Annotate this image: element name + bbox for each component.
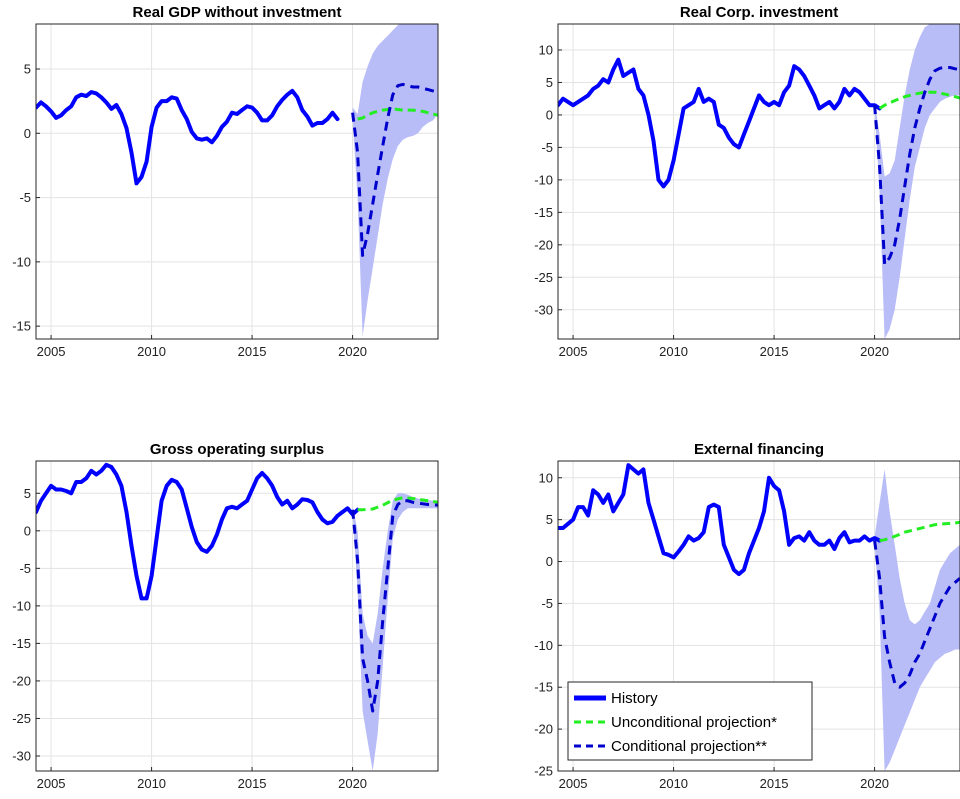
plot-area [558,24,960,339]
x-tick-label: 2005 [37,776,66,791]
panel-real-gdp-without-investment: Real GDP without investment 2005 2010 2015… [12,4,439,359]
panel-title: Gross operating surplus [150,441,324,458]
y-tick-label: 10 [539,42,553,57]
series-history [36,462,360,601]
axes-frame [557,460,960,772]
panel-title: Real GDP without investment [133,4,342,21]
series-conditional-projection [351,499,438,713]
series-unconditional-projection [357,496,438,512]
y-tick-label: -10 [12,598,31,613]
series-history [558,57,882,189]
y-tick-label: -15 [534,680,553,695]
y-tick-label: -30 [12,748,31,763]
series-unconditional-projection [878,90,960,110]
y-tick-label: 0 [24,523,31,538]
confidence-band [874,24,960,339]
y-tick-label: 5 [546,512,553,527]
plot-area [36,462,438,771]
legend-label-history: History [611,690,658,707]
x-tick-label: 2005 [559,776,588,791]
y-tick-label: 5 [24,62,31,77]
x-tick-label: 2015 [238,776,267,791]
y-tick-label: -20 [534,722,553,737]
y-tick-label: -5 [541,140,553,155]
y-tick-label: 0 [546,107,553,122]
x-tick-label: 2020 [860,344,889,359]
series-unconditional-projection [357,107,438,121]
confidence-band [352,493,438,771]
x-tick-label: 2015 [760,344,789,359]
y-tick-label: -10 [534,172,553,187]
axes-frame [557,23,960,340]
x-tick-label: 2010 [659,344,688,359]
y-tick-label: -15 [534,205,553,220]
x-tick-label: 2005 [37,344,66,359]
panel-title: Real Corp. investment [680,4,838,21]
x-tick-label: 2020 [338,344,367,359]
confidence-band [352,24,438,337]
plot-area [558,463,960,771]
x-tick-label: 2005 [559,344,588,359]
series-unconditional-projection [879,520,960,543]
series-conditional-projection [873,540,960,689]
y-tick-label: 0 [546,554,553,569]
legend-box [567,681,813,761]
y-tick-label: -5 [541,596,553,611]
panel-external-financing: External financing 2005 2010 2015 2020 10 5 0 -… [534,441,960,791]
y-tick-label: -15 [12,319,31,334]
y-tick-label: -25 [534,764,553,779]
y-tick-label: -30 [534,302,553,317]
y-tick-label: -10 [12,254,31,269]
x-tick-label: 2015 [760,776,789,791]
y-tick-label: -5 [19,190,31,205]
y-tick-label: 10 [539,470,553,485]
y-tick-label: -5 [19,561,31,576]
x-tick-label: 2010 [137,344,166,359]
panel-real-corp-investment: Real Corp. investment 2005 2010 2015 2020 10… [534,4,960,359]
plot-area [36,24,438,337]
axes-frame [35,460,439,772]
legend: History Unconditional projection* Condit… [567,681,813,761]
series-history [36,88,340,186]
panel-gross-operating-surplus: Gross operating surplus 2005 2010 2015 2020… [12,441,439,791]
x-tick-label: 2015 [238,344,267,359]
y-tick-label: -15 [12,636,31,651]
axes-frame [35,23,439,340]
confidence-band [874,469,960,771]
x-tick-label: 2020 [338,776,367,791]
series-history [558,463,882,577]
y-tick-label: 5 [546,75,553,90]
panel-title: External financing [694,441,824,458]
x-tick-label: 2010 [659,776,688,791]
y-tick-label: 5 [24,486,31,501]
y-tick-label: -20 [534,237,553,252]
y-tick-label: -25 [12,711,31,726]
series-conditional-projection [873,66,960,266]
x-tick-label: 2010 [137,776,166,791]
y-tick-label: -20 [12,673,31,688]
y-tick-label: -10 [534,638,553,653]
y-tick-label: 0 [24,126,31,141]
legend-label-conditional: Conditional projection** [611,738,767,755]
y-tick-label: -25 [534,270,553,285]
x-tick-label: 2020 [860,776,889,791]
legend-label-unconditional: Unconditional projection* [611,714,777,731]
